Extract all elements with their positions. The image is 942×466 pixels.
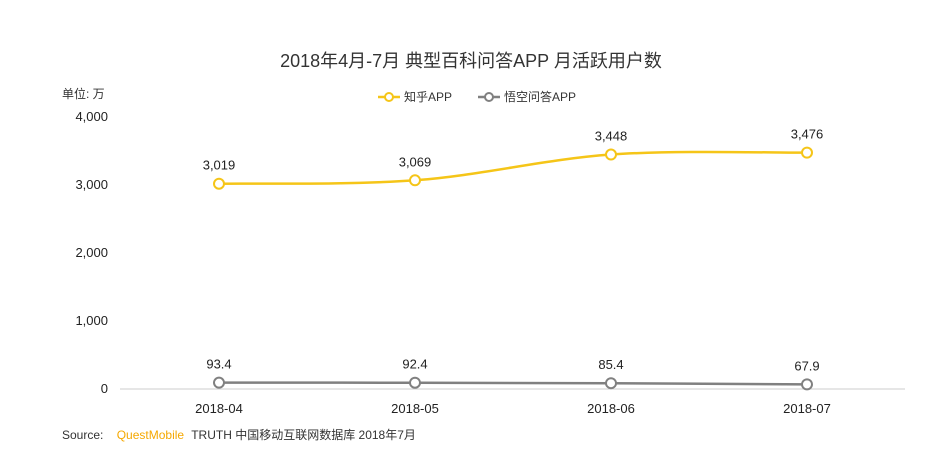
legend-label: 知乎APP [404,90,452,104]
data-label: 92.4 [402,357,427,372]
y-axis: 0 1,000 2,000 3,000 4,000 [75,109,108,396]
data-point-marker [213,177,225,190]
source-rest: TRUTH 中国移动互联网数据库 2018年7月 [191,427,416,442]
legend: 知乎APP 悟空问答APP [378,89,576,104]
x-axis: 2018-04 2018-05 2018-06 2018-07 [120,388,905,416]
data-point-marker [605,148,617,161]
y-tick-label: 1,000 [75,313,108,328]
y-tick-label: 4,000 [75,109,108,124]
data-point-marker [801,146,813,159]
x-tick-label: 2018-06 [587,401,635,416]
data-label: 3,476 [791,127,824,142]
data-label: 85.4 [598,357,623,372]
legend-swatch-marker [384,92,394,102]
source-prefix: Source: [62,428,103,442]
data-point-marker [801,378,813,391]
y-tick-label: 2,000 [75,245,108,260]
data-label: 67.9 [794,358,819,373]
series-wukong: 93.4 92.4 85.4 67.9 [206,357,820,391]
y-tick-label: 0 [101,381,108,396]
series-layer: 3,019 3,069 3,448 3,476 93.4 92.4 85.4 67.9 [203,127,824,391]
data-label: 93.4 [206,357,231,372]
x-tick-label: 2018-07 [783,401,831,416]
data-label: 3,069 [399,154,432,169]
data-point-marker [213,376,225,389]
legend-swatch-marker [484,92,494,102]
source-brand: QuestMobile [117,428,185,442]
legend-label: 悟空问答APP [504,89,576,104]
x-tick-label: 2018-05 [391,401,439,416]
data-point-marker [409,174,421,187]
series-zhihu: 3,019 3,069 3,448 3,476 [203,127,824,190]
series-line [218,150,808,185]
data-point-marker [409,376,421,389]
unit-label: 单位: 万 [62,86,105,101]
data-label: 3,448 [595,129,628,144]
chart-title: 2018年4月-7月 典型百科问答APP 月活跃用户数 [280,51,662,71]
source-note: Source: QuestMobile TRUTH 中国移动互联网数据库 201… [62,427,416,442]
series-line [218,381,808,386]
data-label: 3,019 [203,158,236,173]
x-tick-label: 2018-04 [195,401,243,416]
data-point-marker [605,377,617,390]
y-tick-label: 3,000 [75,177,108,192]
